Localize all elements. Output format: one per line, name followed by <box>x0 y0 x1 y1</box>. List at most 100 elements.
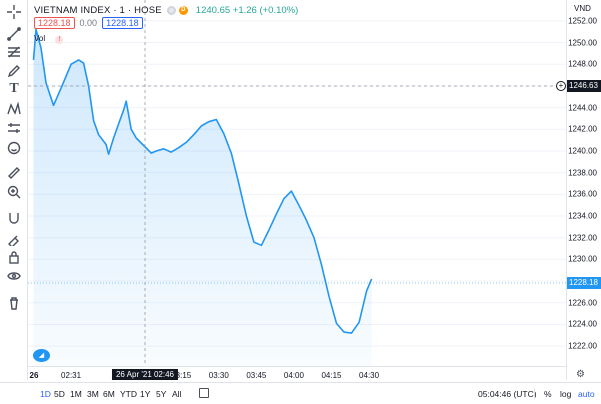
trash-icon[interactable] <box>4 293 24 313</box>
price-point <box>82 62 84 64</box>
price-point <box>185 141 187 143</box>
buy-button[interactable]: 1228.18 <box>102 17 143 29</box>
price-tick-label: 1248.00 <box>568 59 597 69</box>
price-chart[interactable] <box>28 0 566 366</box>
price-tick-label: 1238.00 <box>568 168 597 178</box>
price-point <box>215 118 217 120</box>
range-button-5y[interactable]: 5Y <box>156 389 167 399</box>
price-point <box>200 125 202 127</box>
symbol-title[interactable]: VIETNAM INDEX · 1 · HOSE <box>34 4 162 16</box>
fib-retracement-icon[interactable] <box>4 42 24 62</box>
chart-legend: VIETNAM INDEX · 1 · HOSE D 1240.65 +1.26… <box>34 3 298 17</box>
brush-icon[interactable] <box>4 61 24 81</box>
price-point <box>52 104 54 106</box>
emoji-icon[interactable] <box>4 138 24 158</box>
zoom-in-icon[interactable] <box>4 182 24 202</box>
lock-drawing-icon[interactable] <box>4 229 24 249</box>
price-point <box>150 152 152 154</box>
price-point <box>92 119 94 121</box>
magnet-icon[interactable] <box>4 208 24 228</box>
ruler-icon[interactable] <box>4 163 24 183</box>
range-button-3m[interactable]: 3M <box>87 389 99 399</box>
price-point <box>107 153 109 155</box>
price-tick-label: 1250.00 <box>568 38 597 48</box>
price-point <box>105 143 107 145</box>
range-button-all[interactable]: All <box>172 389 182 399</box>
price-point <box>135 137 137 139</box>
time-tick-label: 04:30 <box>359 371 380 380</box>
price-tick-label: 1236.00 <box>568 189 597 199</box>
price-point <box>283 198 285 200</box>
price-tick-label: 1240.00 <box>568 146 597 156</box>
price-point <box>260 244 262 246</box>
time-tick-label: 04:00 <box>283 371 304 380</box>
add-alert-icon[interactable]: + <box>556 81 566 91</box>
price-tick-label: 1230.00 <box>568 254 597 264</box>
pattern-icon[interactable] <box>4 99 24 119</box>
price-point <box>365 290 367 292</box>
range-button-1d[interactable]: 1D <box>40 389 51 399</box>
price-axis[interactable]: 1252.00 1250.00 1248.00 1244.00 1242.00 1240.… <box>566 0 601 380</box>
auto-toggle[interactable]: auto <box>578 389 595 399</box>
price-point <box>305 219 307 221</box>
price-point <box>320 264 322 266</box>
tradingview-logo-icon[interactable]: ◢ <box>33 349 50 362</box>
price-point <box>178 147 180 149</box>
range-button-1m[interactable]: 1M <box>70 389 82 399</box>
price-point <box>335 322 337 324</box>
price-point <box>97 134 99 136</box>
time-tick-label: 26 <box>29 371 39 380</box>
range-button-6m[interactable]: 6M <box>103 389 115 399</box>
settings-gear-icon[interactable]: ⚙ <box>576 369 585 380</box>
price-point <box>208 121 210 123</box>
price-tick-label: 1242.00 <box>568 124 597 134</box>
drawing-toolbar: T <box>0 0 28 380</box>
calendar-icon[interactable] <box>199 388 209 398</box>
eye-icon[interactable] <box>4 266 24 286</box>
warning-icon[interactable]: ! <box>55 36 64 44</box>
percent-toggle[interactable]: % <box>544 389 552 399</box>
price-point <box>130 128 132 130</box>
range-button-5d[interactable]: 5D <box>54 389 65 399</box>
volume-legend[interactable]: Vol ! <box>34 34 64 44</box>
prediction-icon[interactable] <box>4 118 24 138</box>
price-point <box>350 332 352 334</box>
price-point <box>328 295 330 297</box>
trend-line-icon[interactable] <box>4 24 24 44</box>
time-axis[interactable]: 2602:3103:0003:1503:3003:4504:0004:1504:… <box>28 366 566 382</box>
price-point <box>60 87 62 89</box>
range-button-ytd[interactable]: YTD <box>120 389 137 399</box>
delayed-data-icon: D <box>178 5 188 15</box>
crosshair-icon[interactable] <box>4 2 24 22</box>
price-point <box>245 215 247 217</box>
lock-icon[interactable] <box>4 247 24 267</box>
price-point <box>268 229 270 231</box>
market-status-icon <box>166 5 176 15</box>
price-point <box>253 241 255 243</box>
price-point <box>290 190 292 192</box>
price-point <box>32 59 34 61</box>
utc-clock[interactable]: 05:04:46 (UTC) <box>478 389 537 399</box>
price-point <box>343 331 345 333</box>
range-button-1y[interactable]: 1Y <box>140 389 151 399</box>
price-point <box>117 123 119 125</box>
last-price-tag: 1228.18 <box>567 277 601 289</box>
price-point <box>230 152 232 154</box>
currency-label[interactable]: VND <box>574 4 591 13</box>
text-tool-icon[interactable]: T <box>9 81 19 96</box>
time-tick-label: 02:31 <box>61 371 82 380</box>
price-point <box>163 148 165 150</box>
price-point <box>87 85 89 87</box>
price-tick-label: 1232.00 <box>568 233 597 243</box>
price-point <box>298 204 300 206</box>
price-tick-label: 1226.00 <box>568 298 597 308</box>
bottom-toolbar: 1D 5D 1M 3M 6M YTD 1Y 5Y All 05:04:46 (UTC) % lo… <box>0 382 601 404</box>
price-tick-label: 1224.00 <box>568 319 597 329</box>
price-point <box>370 278 372 280</box>
price-point <box>275 213 277 215</box>
sell-button[interactable]: 1228.18 <box>34 17 75 29</box>
price-point <box>313 237 315 239</box>
time-tick-label: 04:15 <box>321 371 342 380</box>
trade-row: 1228.18 0.00 1228.18 <box>34 17 143 29</box>
log-toggle[interactable]: log <box>560 389 572 399</box>
